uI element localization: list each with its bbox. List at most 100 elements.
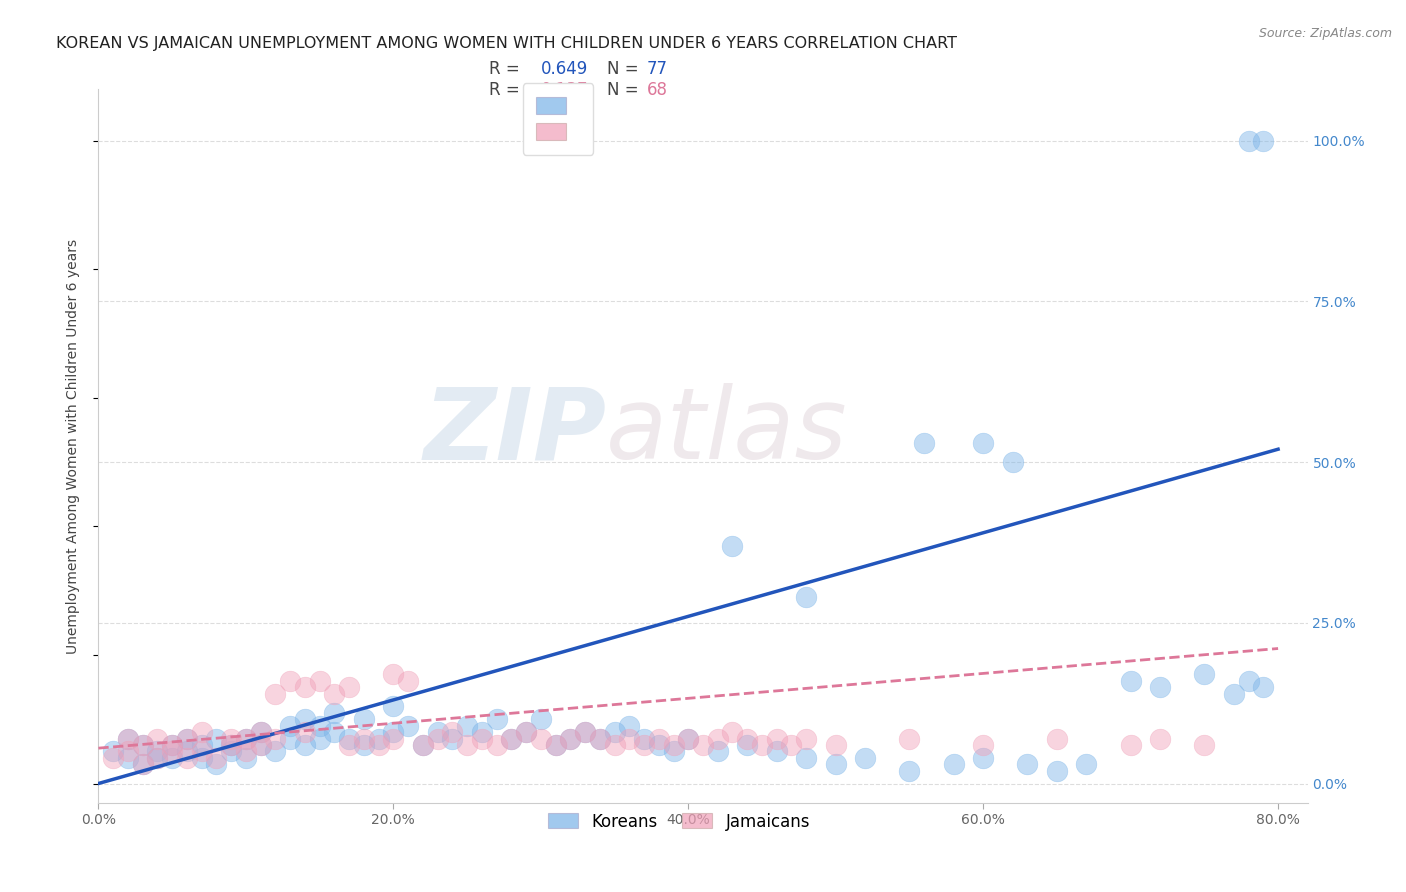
Point [249,738,271,752]
Point [662,738,685,752]
Point [249,725,271,739]
Point [131,757,153,772]
Point [117,744,139,758]
Point [264,686,287,700]
Text: Source: ZipAtlas.com: Source: ZipAtlas.com [1258,27,1392,40]
Point [219,738,242,752]
Point [972,738,994,752]
Point [131,738,153,752]
Point [396,673,419,688]
Point [117,731,139,746]
Text: ZIP: ZIP [423,384,606,480]
Point [530,712,553,726]
Point [219,744,242,758]
Point [678,731,700,746]
Point [603,725,626,739]
Point [160,751,183,765]
Point [1046,731,1069,746]
Point [235,744,257,758]
Point [160,738,183,752]
Point [1017,757,1039,772]
Point [692,738,714,752]
Point [648,731,671,746]
Point [441,731,464,746]
Point [603,738,626,752]
Point [382,699,405,714]
Point [485,712,508,726]
Point [1046,764,1069,778]
Point [219,738,242,752]
Point [619,719,641,733]
Point [560,731,582,746]
Point [648,738,671,752]
Point [176,731,198,746]
Point [117,731,139,746]
Point [619,731,641,746]
Point [942,757,965,772]
Point [824,738,846,752]
Point [633,731,655,746]
Legend: Koreans, Jamaicans: Koreans, Jamaicans [541,806,817,838]
Point [1149,731,1171,746]
Point [176,731,198,746]
Point [972,751,994,765]
Point [337,680,360,694]
Text: R =: R = [489,81,526,99]
Point [426,731,449,746]
Point [190,725,212,739]
Point [278,731,301,746]
Point [190,751,212,765]
Point [485,738,508,752]
Point [160,744,183,758]
Point [560,731,582,746]
Point [176,744,198,758]
Point [1194,738,1216,752]
Text: R =: R = [489,60,526,78]
Point [574,725,596,739]
Point [131,757,153,772]
Text: 0.137: 0.137 [541,81,589,99]
Text: KOREAN VS JAMAICAN UNEMPLOYMENT AMONG WOMEN WITH CHILDREN UNDER 6 YEARS CORRELAT: KOREAN VS JAMAICAN UNEMPLOYMENT AMONG WO… [56,36,957,51]
Point [515,725,537,739]
Point [367,738,389,752]
Point [382,731,405,746]
Point [190,738,212,752]
Point [780,738,803,752]
Point [501,731,523,746]
Point [1076,757,1098,772]
Text: N =: N = [607,60,644,78]
Point [824,757,846,772]
Point [912,435,935,450]
Point [131,738,153,752]
Point [294,680,316,694]
Point [264,731,287,746]
Text: 0.649: 0.649 [541,60,589,78]
Point [471,725,494,739]
Point [1149,680,1171,694]
Point [160,738,183,752]
Point [794,751,817,765]
Point [205,751,228,765]
Point [323,686,346,700]
Point [751,738,773,752]
Point [146,751,169,765]
Point [323,725,346,739]
Point [278,719,301,733]
Point [456,738,478,752]
Point [264,744,287,758]
Point [898,731,921,746]
Point [721,539,744,553]
Point [146,731,169,746]
Point [367,731,389,746]
Point [1253,680,1275,694]
Point [249,725,271,739]
Point [456,719,478,733]
Point [278,673,301,688]
Point [515,725,537,739]
Point [396,719,419,733]
Point [382,667,405,681]
Point [235,751,257,765]
Point [441,725,464,739]
Point [426,725,449,739]
Point [1119,673,1142,688]
